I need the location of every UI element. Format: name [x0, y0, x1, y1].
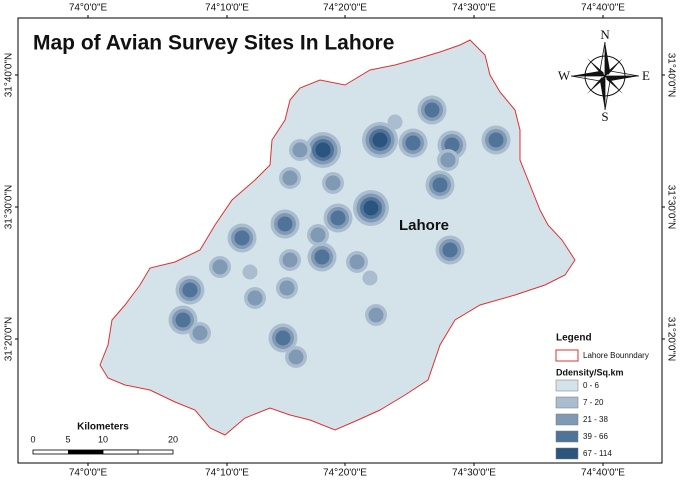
density-spot [234, 230, 250, 246]
density-spot [182, 282, 198, 298]
latitude-label: 31°40'0"N [4, 53, 15, 98]
density-spot [288, 349, 304, 365]
legend-label: 67 - 114 [583, 449, 612, 458]
density-spot [444, 137, 460, 153]
density-spot [282, 170, 298, 186]
density-spot [442, 242, 458, 258]
longitude-label: 74°20'0"E [323, 3, 367, 14]
density-spot [362, 270, 378, 286]
density-spot [310, 227, 326, 243]
compass-e: E [642, 68, 650, 83]
density-spot [325, 175, 341, 191]
latitude-label: 31°20'0"N [4, 317, 15, 362]
legend-swatch [555, 430, 579, 443]
legend-title: Legend [556, 333, 592, 344]
legend-swatch [555, 396, 579, 409]
density-spot [372, 132, 388, 148]
scale-tick-label: 10 [98, 434, 108, 444]
place-label: Lahore [399, 217, 449, 234]
scale-bar: Kilometers 0 5 10 20 [30, 422, 178, 455]
density-spot [292, 142, 308, 158]
legend: Legend Lahore Bounndary Ddensity/Sq.km 0… [548, 330, 660, 462]
north-arrow: N E S W [558, 27, 650, 124]
density-spot [175, 312, 191, 328]
density-spot [192, 325, 208, 341]
density-spot [275, 330, 291, 346]
scale-tick-label: 5 [65, 434, 70, 444]
density-hotspots [168, 95, 511, 368]
longitude-label: 74°20'0"E [323, 468, 367, 479]
density-spot [387, 114, 403, 130]
legend-label: 39 - 66 [583, 432, 608, 441]
density-spot [488, 132, 504, 148]
scale-tick-label: 0 [30, 434, 35, 444]
density-spot [315, 142, 331, 158]
density-spot [363, 200, 379, 216]
longitude-label: 74°10'0"E [205, 468, 249, 479]
density-spot [279, 280, 295, 296]
latitude-label: 31°40'0"N [665, 53, 676, 98]
longitude-label: 74°0'0"E [69, 3, 108, 14]
longitude-label: 74°10'0"E [205, 3, 249, 14]
legend-swatch [555, 349, 579, 362]
legend-swatch [555, 413, 579, 426]
density-spot [405, 135, 421, 151]
legend-swatch [555, 379, 579, 392]
legend-label: 0 - 6 [583, 381, 600, 390]
longitude-label: 74°0'0"E [69, 468, 108, 479]
legend-label: 7 - 20 [583, 398, 604, 407]
density-spot [330, 210, 346, 226]
map-title: Map of Avian Survey Sites In Lahore [33, 32, 394, 55]
density-spot [349, 254, 365, 270]
density-spot [440, 152, 456, 168]
density-spot [432, 177, 448, 193]
longitude-label: 74°40'0"E [581, 3, 625, 14]
legend-swatch [555, 447, 579, 460]
density-spot [242, 264, 258, 280]
density-spot [368, 307, 384, 323]
longitude-label: 74°30'0"E [452, 3, 496, 14]
density-spot [314, 249, 330, 265]
legend-label: Lahore Bounndary [583, 351, 649, 360]
density-spot [212, 259, 228, 275]
density-spot [277, 216, 293, 232]
latitude-label: 31°20'0"N [665, 317, 676, 362]
density-spot [247, 290, 263, 306]
compass-n: N [600, 27, 610, 42]
longitude-label: 74°30'0"E [452, 468, 496, 479]
legend-subtitle: Ddensity/Sq.km [556, 367, 624, 377]
legend-label: 21 - 38 [583, 415, 608, 424]
scale-tick-label: 20 [168, 434, 178, 444]
scale-title: Kilometers [77, 422, 129, 433]
compass-s: S [601, 109, 608, 124]
latitude-label: 31°30'0"N [4, 185, 15, 230]
compass-w: W [558, 68, 571, 83]
longitude-label: 74°40'0"E [581, 468, 625, 479]
latitude-label: 31°30'0"N [665, 185, 676, 230]
density-spot [424, 102, 440, 118]
density-spot [282, 252, 298, 268]
